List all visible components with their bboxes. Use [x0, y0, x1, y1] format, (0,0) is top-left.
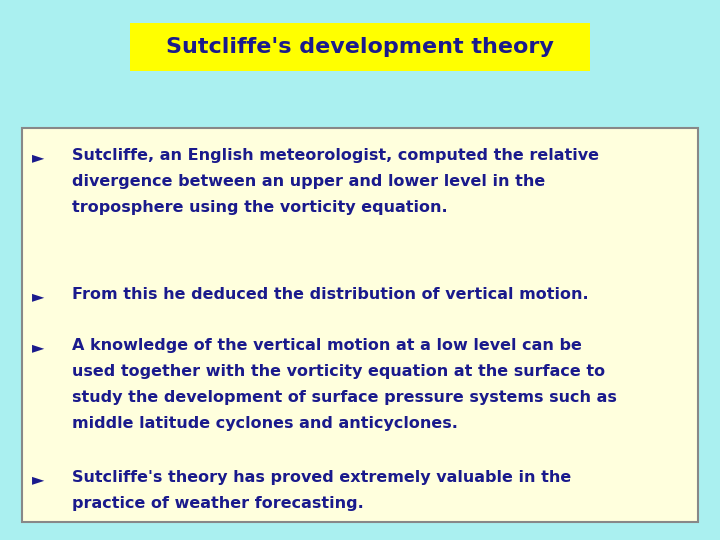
Text: A knowledge of the vertical motion at a low level can be: A knowledge of the vertical motion at a … — [72, 338, 582, 353]
Text: ►: ► — [32, 150, 44, 165]
Text: used together with the vorticity equation at the surface to: used together with the vorticity equatio… — [72, 364, 605, 379]
Text: divergence between an upper and lower level in the: divergence between an upper and lower le… — [72, 174, 545, 189]
Text: middle latitude cyclones and anticyclones.: middle latitude cyclones and anticyclone… — [72, 416, 458, 431]
FancyBboxPatch shape — [130, 23, 590, 71]
Text: practice of weather forecasting.: practice of weather forecasting. — [72, 496, 364, 511]
Text: ►: ► — [32, 340, 44, 355]
Text: ►: ► — [32, 472, 44, 487]
Text: troposphere using the vorticity equation.: troposphere using the vorticity equation… — [72, 200, 448, 215]
Text: Sutcliffe's development theory: Sutcliffe's development theory — [166, 37, 554, 57]
Text: Sutcliffe, an English meteorologist, computed the relative: Sutcliffe, an English meteorologist, com… — [72, 148, 599, 163]
Text: Sutcliffe's theory has proved extremely valuable in the: Sutcliffe's theory has proved extremely … — [72, 470, 571, 485]
Bar — [22, 128, 698, 522]
Text: From this he deduced the distribution of vertical motion.: From this he deduced the distribution of… — [72, 287, 589, 302]
Text: ►: ► — [32, 289, 44, 304]
Text: study the development of surface pressure systems such as: study the development of surface pressur… — [72, 390, 617, 405]
